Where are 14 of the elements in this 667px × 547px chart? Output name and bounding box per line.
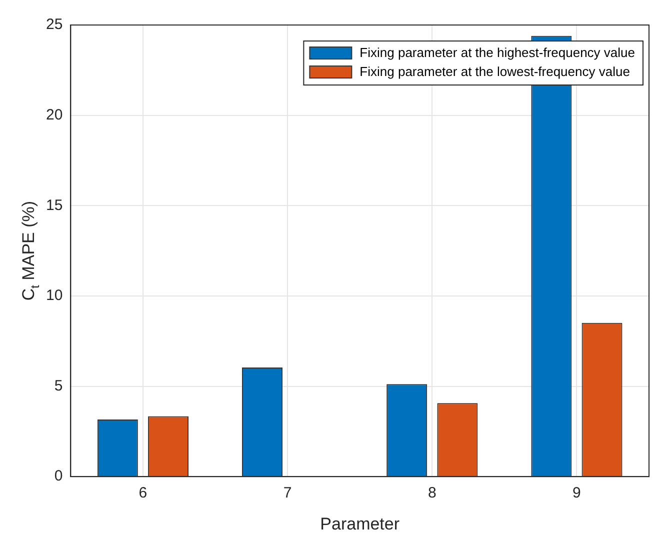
y-tick-label: 15: [46, 196, 63, 214]
x-axis-title: Parameter: [320, 514, 400, 534]
y-tick-label: 0: [54, 468, 63, 485]
x-tick-label: 7: [283, 484, 292, 502]
y-tick-label: 10: [46, 287, 63, 304]
y-tick-label: 20: [46, 106, 63, 124]
y-tick-label: 5: [54, 377, 63, 394]
y-tick-label: 25: [46, 16, 63, 34]
y-axis-title: Ct MAPE (%): [19, 200, 42, 301]
x-tick-label: 8: [428, 484, 436, 502]
legend-label: Fixing parameter at the highest-frequency value: [360, 45, 636, 60]
x-tick-label: 6: [138, 484, 148, 502]
x-tick-label: 9: [572, 484, 581, 502]
legend-label: Fixing parameter at the lowest-frequency value: [360, 64, 630, 80]
